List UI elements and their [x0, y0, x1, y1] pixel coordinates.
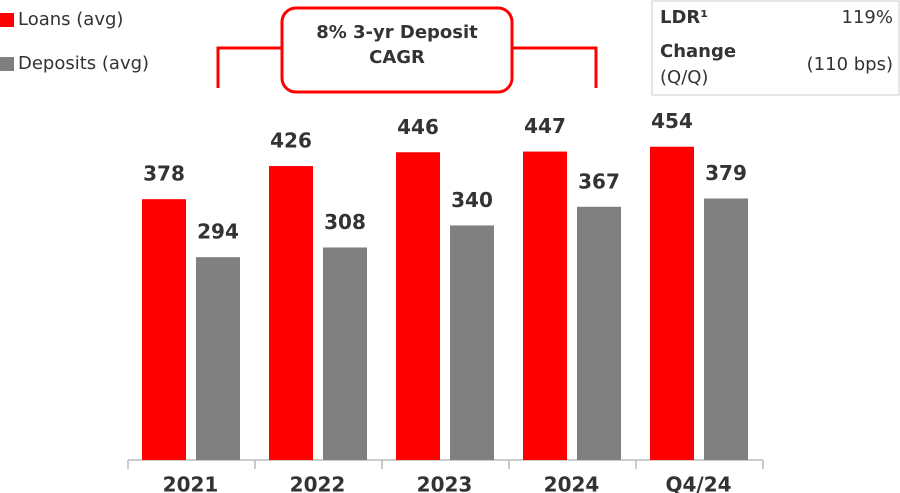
bar: [704, 198, 748, 461]
data-label: 446: [397, 115, 439, 139]
data-label: 308: [324, 210, 366, 234]
table-value: (110 bps): [807, 54, 893, 75]
data-label: 340: [451, 188, 493, 212]
x-tick-label: 2021: [163, 473, 219, 493]
legend-label: Deposits (avg): [18, 53, 149, 74]
data-label: 426: [270, 129, 312, 153]
x-tick-label: 2022: [290, 473, 346, 493]
data-label: 447: [524, 114, 566, 138]
data-label: 294: [197, 220, 239, 244]
legend-swatch: [0, 57, 14, 71]
data-label: 454: [651, 109, 693, 133]
table-label: (Q/Q): [660, 67, 708, 88]
data-label: 379: [705, 161, 747, 185]
callout-text: CAGR: [369, 47, 425, 68]
bracket: [216, 46, 598, 88]
table-label: LDR¹: [660, 7, 708, 28]
ratio-table: LDR¹ 119% Change (Q/Q) (110 bps): [651, 0, 900, 96]
bar: [142, 199, 186, 460]
callout-text: 8% 3-yr Deposit: [316, 22, 478, 43]
bar: [269, 166, 313, 460]
bar: [650, 146, 694, 461]
bar: [396, 152, 440, 460]
cagr-callout: 8% 3-yr Deposit CAGR: [216, 6, 598, 94]
x-tick-label: 2024: [544, 473, 600, 493]
bar: [196, 257, 240, 460]
table-value: 119%: [842, 7, 893, 28]
bar: [523, 151, 567, 460]
x-tick-label: 2023: [417, 473, 473, 493]
bar: [323, 247, 367, 460]
legend-swatch: [0, 13, 14, 27]
legend-label: Loans (avg): [18, 9, 123, 30]
bar: [450, 225, 494, 460]
data-label: 367: [578, 169, 620, 193]
table-label: Change: [660, 41, 736, 62]
callout-box: [280, 6, 514, 94]
table-frame: [651, 0, 900, 96]
bar: [577, 206, 621, 460]
x-tick-label: Q4/24: [665, 473, 731, 493]
data-label: 378: [143, 162, 185, 186]
